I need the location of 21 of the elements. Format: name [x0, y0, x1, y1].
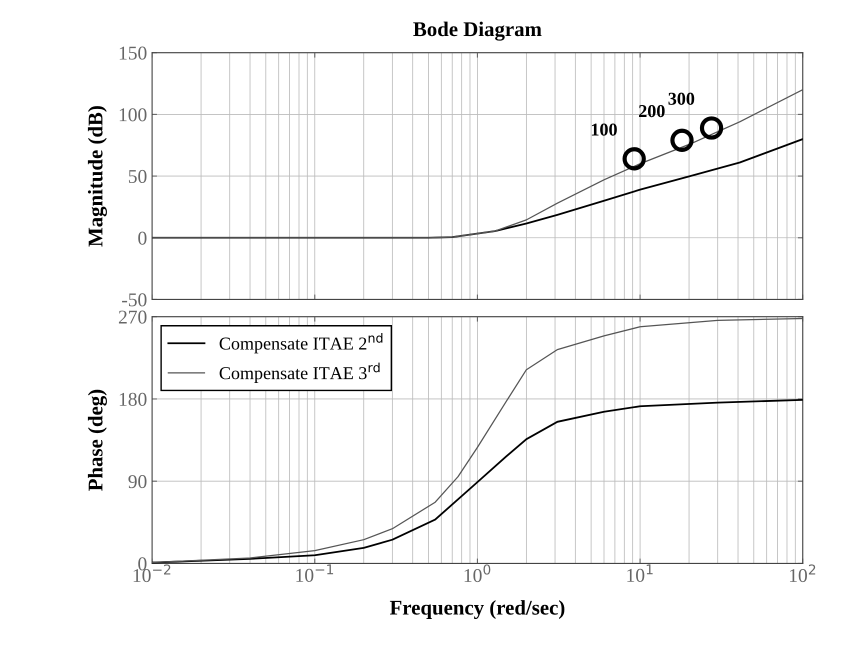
- x-tick-label: 10$^{2}$: [790, 564, 816, 582]
- y-tick-label: 150: [120, 46, 146, 60]
- chart-title: Bode Diagram: [413, 22, 542, 41]
- y-tick-label: 270: [118, 310, 146, 324]
- annotation: 200: [639, 105, 665, 118]
- y-tick-label: 0: [138, 232, 146, 245]
- legend-label: Compensate ITAE 2$^{nd}$: [220, 332, 382, 354]
- x-tick-label: 10$^{−1}$: [296, 564, 334, 582]
- x-tick-label: 10$^{1}$: [627, 564, 653, 582]
- annotation: 100: [592, 124, 617, 136]
- y-tick-label: -50: [122, 293, 146, 306]
- annotation: 300: [668, 92, 694, 105]
- y-axis-title: Phase (deg): [88, 390, 107, 491]
- y-tick-label: 50: [128, 170, 146, 184]
- y-axis-title: Magnitude (dB): [88, 106, 107, 247]
- y-tick-label: 180: [120, 392, 146, 406]
- legend-label: Compensate ITAE 3$^{rd}$: [220, 362, 380, 383]
- y-tick-label: 90: [128, 475, 146, 488]
- x-axis-title: Frequency (red/sec): [390, 600, 564, 620]
- y-tick-label: 100: [120, 108, 146, 122]
- x-tick-label: 10$^{0}$: [464, 564, 490, 582]
